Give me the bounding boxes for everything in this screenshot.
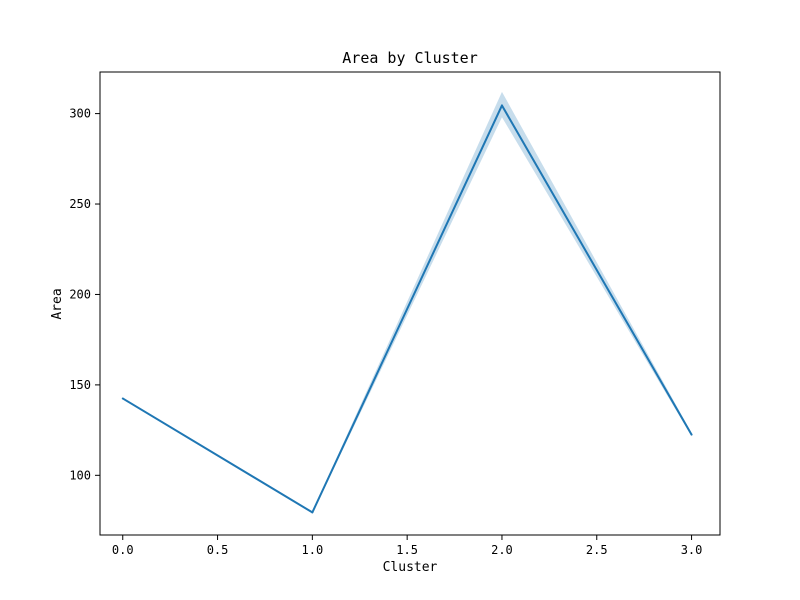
data-point bbox=[690, 433, 693, 436]
x-axis: 0.0 0.5 1.0 1.5 2.0 2.5 3.0 bbox=[112, 535, 702, 557]
data-point bbox=[311, 511, 314, 514]
x-axis-label: Cluster bbox=[383, 560, 438, 575]
y-tick-label: 100 bbox=[69, 468, 91, 482]
y-axis: 100 150 200 250 300 bbox=[69, 107, 100, 482]
x-tick-label: 2.0 bbox=[491, 543, 513, 557]
y-tick-label: 300 bbox=[69, 107, 91, 121]
x-tick-label: 0.5 bbox=[207, 543, 229, 557]
y-axis-label: Area bbox=[50, 288, 65, 319]
x-tick-label: 3.0 bbox=[681, 543, 703, 557]
x-tick-label: 2.5 bbox=[586, 543, 608, 557]
y-tick-label: 250 bbox=[69, 197, 91, 211]
y-tick-label: 200 bbox=[69, 287, 91, 301]
x-tick-label: 1.0 bbox=[302, 543, 324, 557]
x-tick-label: 0.0 bbox=[112, 543, 134, 557]
data-point bbox=[121, 397, 124, 400]
y-tick-label: 150 bbox=[69, 378, 91, 392]
data-point bbox=[500, 104, 503, 107]
confidence-band bbox=[122, 91, 692, 514]
series-line bbox=[122, 104, 693, 514]
chart-title: Area by Cluster bbox=[342, 49, 477, 67]
x-tick-label: 1.5 bbox=[396, 543, 418, 557]
plot-frame bbox=[99, 71, 721, 536]
